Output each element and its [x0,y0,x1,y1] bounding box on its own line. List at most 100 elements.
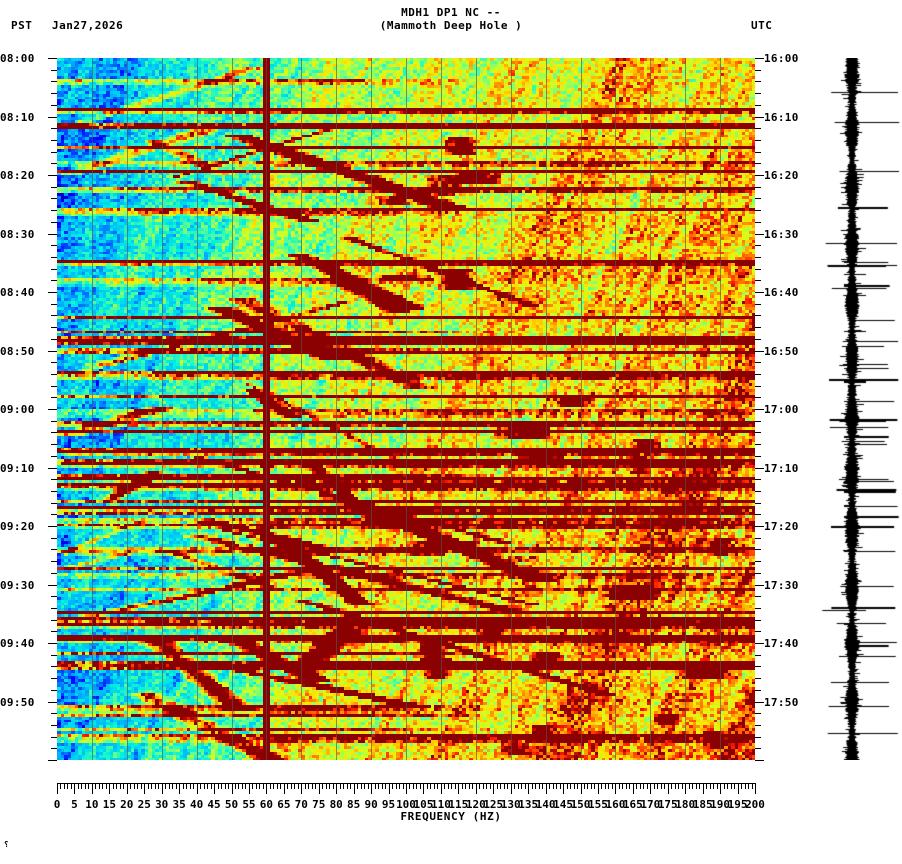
freq-tick-minor [378,783,379,789]
freq-tick-minor [169,783,170,789]
seismogram-trace [820,58,902,760]
freq-tick-minor [329,783,330,789]
freq-tick-major [493,783,494,794]
freq-tick-major [528,783,529,794]
time-tick-minor [51,620,57,621]
time-tick-minor [755,655,761,656]
time-tick-minor [51,339,57,340]
time-tick-minor [51,152,57,153]
freq-tick-minor [333,783,334,789]
time-tick-minor [51,596,57,597]
time-tick-minor [755,198,761,199]
time-tick-minor [51,70,57,71]
freq-tick-minor [242,783,243,789]
time-label-utc: 17:20 [764,520,799,533]
freq-tick-minor [99,783,100,789]
time-tick-major [48,117,57,118]
spectrogram-image [57,58,755,760]
freq-tick-minor [689,783,690,789]
freq-tick-major [301,783,302,794]
freq-tick-minor [343,783,344,789]
time-label-pst: 09:40 [0,637,46,650]
time-tick-minor [51,397,57,398]
time-tick-major [755,585,764,586]
freq-tick-major [685,783,686,794]
time-label-pst: 09:30 [0,579,46,592]
time-tick-minor [755,222,761,223]
freq-tick-minor [280,783,281,789]
time-label-utc: 17:30 [764,579,799,592]
time-tick-major [755,351,764,352]
freq-tick-minor [664,783,665,789]
freq-tick-minor [200,783,201,789]
freq-tick-minor [134,783,135,789]
time-tick-minor [755,304,761,305]
freq-tick-minor [340,783,341,789]
freq-tick-major [598,783,599,794]
freq-tick-minor [745,783,746,789]
time-tick-minor [51,479,57,480]
time-tick-minor [51,655,57,656]
time-tick-minor [755,187,761,188]
time-tick-major [755,643,764,644]
time-tick-minor [51,666,57,667]
freq-tick-minor [183,783,184,789]
freq-tick-minor [654,783,655,789]
freq-tick-minor [591,783,592,789]
freq-tick-major [476,783,477,794]
freq-tick-major [668,783,669,794]
freq-tick-minor [584,783,585,789]
freq-tick-minor [608,783,609,789]
freq-tick-minor [675,783,676,789]
freq-tick-minor [479,783,480,789]
freq-tick-minor [413,783,414,789]
time-tick-major [48,468,57,469]
freq-tick-minor [734,783,735,789]
freq-tick-minor [462,783,463,789]
freq-tick-minor [225,783,226,789]
time-tick-minor [755,421,761,422]
freq-tick-minor [273,783,274,789]
time-tick-minor [755,386,761,387]
freq-tick-minor [218,783,219,789]
time-tick-minor [755,608,761,609]
time-tick-minor [51,81,57,82]
time-tick-minor [755,93,761,94]
freq-tick-minor [594,783,595,789]
freq-tick-minor [364,783,365,789]
time-tick-minor [755,737,761,738]
time-tick-minor [755,666,761,667]
freq-tick-minor [504,783,505,789]
freq-tick-minor [95,783,96,789]
time-tick-minor [51,725,57,726]
freq-tick-major [511,783,512,794]
freq-tick-minor [699,783,700,789]
time-tick-major [755,468,764,469]
freq-tick-major [197,783,198,794]
time-tick-minor [755,725,761,726]
freq-tick-minor [469,783,470,789]
freq-tick-minor [287,783,288,789]
time-tick-major [48,643,57,644]
freq-tick-minor [731,783,732,789]
freq-tick-minor [263,783,264,789]
freq-tick-minor [455,783,456,789]
time-label-utc: 17:40 [764,637,799,650]
freq-tick-minor [710,783,711,789]
freq-tick-major [266,783,267,794]
freq-tick-major [389,783,390,794]
freq-tick-minor [322,783,323,789]
freq-tick-minor [392,783,393,789]
freq-tick-minor [259,783,260,789]
time-label-utc: 16:40 [764,286,799,299]
freq-tick-minor [420,783,421,789]
time-tick-minor [51,386,57,387]
time-tick-major [48,351,57,352]
header-timezone-right: UTC [751,19,772,32]
time-tick-minor [51,257,57,258]
time-tick-minor [755,678,761,679]
freq-tick-major [354,783,355,794]
frequency-axis-title: FREQUENCY (HZ) [0,810,902,823]
freq-tick-minor [682,783,683,789]
time-tick-minor [755,491,761,492]
